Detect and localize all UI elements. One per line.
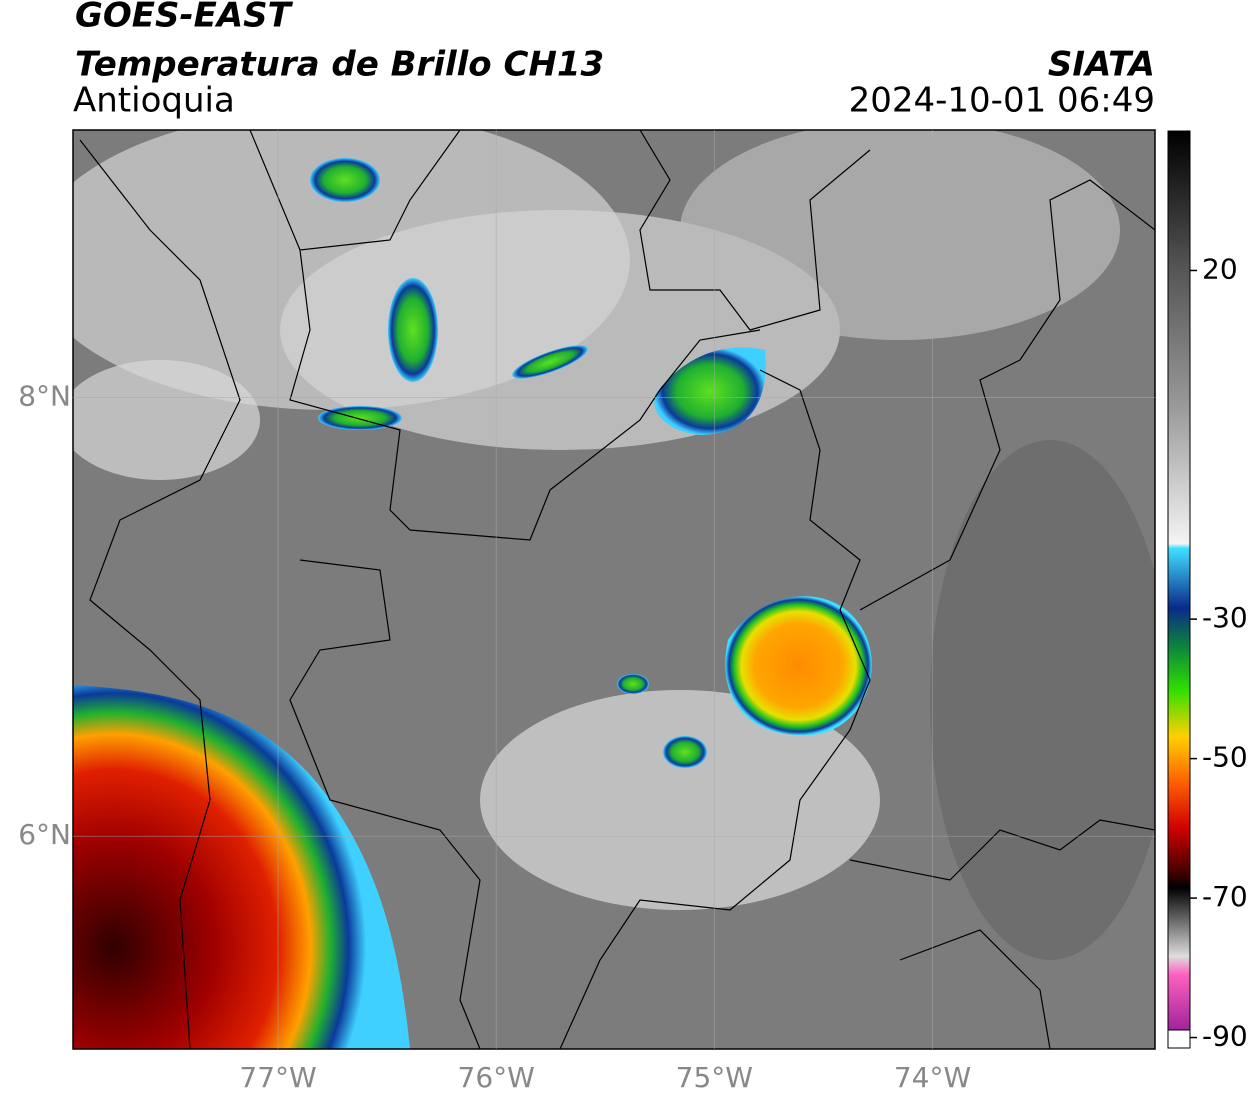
colorbar-tick-label: -70 — [1202, 880, 1248, 913]
source: SIATA — [1048, 45, 1155, 85]
colorbar-tick-label: -30 — [1202, 601, 1248, 634]
colorbar-tick-label: -90 — [1202, 1020, 1248, 1053]
map-image — [73, 130, 1155, 1049]
x-tick-label: 75°W — [676, 1061, 753, 1094]
y-tick-label: 8°N — [18, 380, 71, 413]
region: Antioquia — [73, 81, 235, 121]
x-tick-label: 74°W — [894, 1061, 971, 1094]
title: GOES-EAST — [75, 0, 294, 36]
colorbar-tick-label: 20 — [1202, 252, 1238, 285]
y-tick-label: 6°N — [18, 818, 71, 851]
colorbar — [1167, 130, 1191, 1049]
datetime: 2024-10-01 06:49 — [849, 81, 1155, 121]
x-tick-label: 76°W — [458, 1061, 535, 1094]
colorbar-tick-label: -50 — [1202, 741, 1248, 774]
colorbar-extension — [1167, 1029, 1191, 1049]
map-frame — [72, 129, 1156, 1050]
subtitle: Temperatura de Brillo CH13 — [75, 45, 604, 85]
x-tick-label: 77°W — [239, 1061, 316, 1094]
